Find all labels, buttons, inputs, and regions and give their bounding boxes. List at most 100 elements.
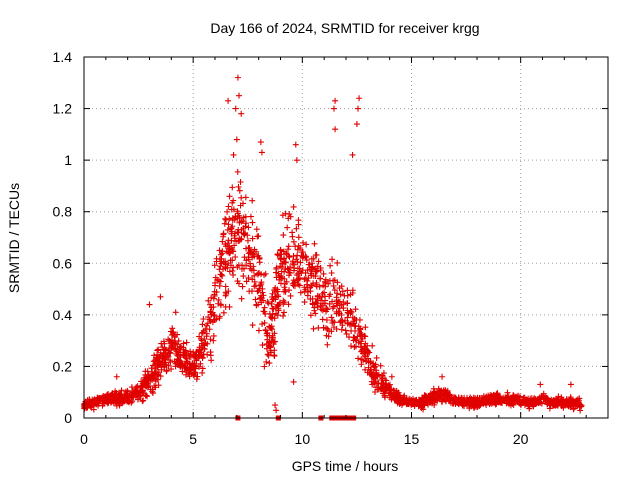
data-point: [550, 402, 557, 409]
data-point: [273, 274, 280, 281]
data-point: [225, 221, 232, 228]
data-point: [316, 283, 323, 290]
data-point: [115, 397, 122, 404]
data-point: [269, 296, 276, 303]
data-point: [307, 312, 314, 319]
data-point: [570, 406, 577, 413]
data-point: [576, 395, 583, 402]
data-point: [234, 278, 241, 285]
data-point: [364, 350, 371, 357]
data-point: [286, 211, 293, 218]
data-point: [249, 322, 256, 329]
data-point: [299, 254, 306, 261]
data-point: [274, 292, 281, 299]
data-point: [151, 362, 158, 369]
data-point: [88, 404, 95, 411]
data-point: [267, 343, 274, 350]
data-point: [205, 297, 212, 304]
data-point: [350, 337, 357, 344]
data-point: [470, 403, 477, 410]
data-point: [175, 337, 182, 344]
data-point: [271, 338, 278, 345]
data-point: [421, 393, 428, 400]
data-point: [96, 395, 103, 402]
data-point: [557, 402, 564, 409]
data-point: [314, 268, 321, 275]
data-point: [553, 396, 560, 403]
data-point: [493, 399, 500, 406]
data-point: [234, 168, 241, 175]
data-point: [430, 389, 437, 396]
data-point: [243, 262, 250, 269]
data-point: [234, 264, 241, 271]
data-point: [278, 268, 285, 275]
data-point: [293, 272, 300, 279]
data-point: [340, 301, 347, 308]
data-point: [297, 245, 304, 252]
data-point: [217, 301, 224, 308]
data-point: [149, 390, 156, 397]
data-point: [284, 265, 291, 272]
data-point: [345, 310, 352, 317]
data-point: [519, 397, 526, 404]
data-point: [266, 360, 273, 367]
data-point: [230, 248, 237, 255]
data-point: [182, 348, 189, 355]
data-point: [277, 280, 284, 287]
data-point: [342, 327, 349, 334]
data-point: [252, 296, 259, 303]
data-point: [189, 362, 196, 369]
data-point: [323, 317, 330, 324]
data-point: [228, 206, 235, 213]
data-point: [355, 355, 362, 362]
data-point: [349, 151, 356, 158]
data-point: [163, 367, 170, 374]
data-point: [344, 300, 351, 307]
data-point: [334, 259, 341, 266]
data-point: [273, 407, 280, 414]
data-point: [222, 303, 229, 310]
data-point: [91, 397, 98, 404]
data-point: [183, 339, 190, 346]
data-point: [249, 276, 256, 283]
data-point: [501, 397, 508, 404]
data-point: [124, 388, 131, 395]
data-point: [380, 384, 387, 391]
data-point: [211, 262, 218, 269]
data-point: [113, 373, 120, 380]
data-point: [562, 398, 569, 405]
data-point: [263, 358, 270, 365]
data-point: [446, 396, 453, 403]
data-point: [258, 299, 265, 306]
data-point: [317, 275, 324, 282]
data-point: [315, 324, 322, 331]
data-point: [240, 273, 247, 280]
data-point: [207, 349, 214, 356]
y-tick-label: 0.4: [53, 307, 73, 323]
data-point: [249, 197, 256, 204]
data-point: [159, 344, 166, 351]
data-point: [341, 292, 348, 299]
data-point: [255, 301, 262, 308]
data-point: [284, 224, 291, 231]
data-point: [328, 314, 335, 321]
data-point: [236, 92, 243, 99]
data-point: [301, 284, 308, 291]
data-point: [330, 282, 337, 289]
data-point: [174, 331, 181, 338]
data-point: [179, 368, 186, 375]
data-point: [248, 288, 255, 295]
data-point: [466, 405, 473, 412]
data-point: [222, 243, 229, 250]
x-axis-label: GPS time / hours: [292, 458, 399, 474]
data-point: [157, 373, 164, 380]
data-point: [512, 398, 519, 405]
data-point: [359, 357, 366, 364]
data-point: [187, 366, 194, 373]
data-point: [332, 126, 339, 133]
data-point: [344, 314, 351, 321]
data-point: [311, 240, 318, 247]
data-point: [318, 297, 324, 304]
data-point: [321, 278, 328, 285]
data-point: [171, 340, 178, 347]
